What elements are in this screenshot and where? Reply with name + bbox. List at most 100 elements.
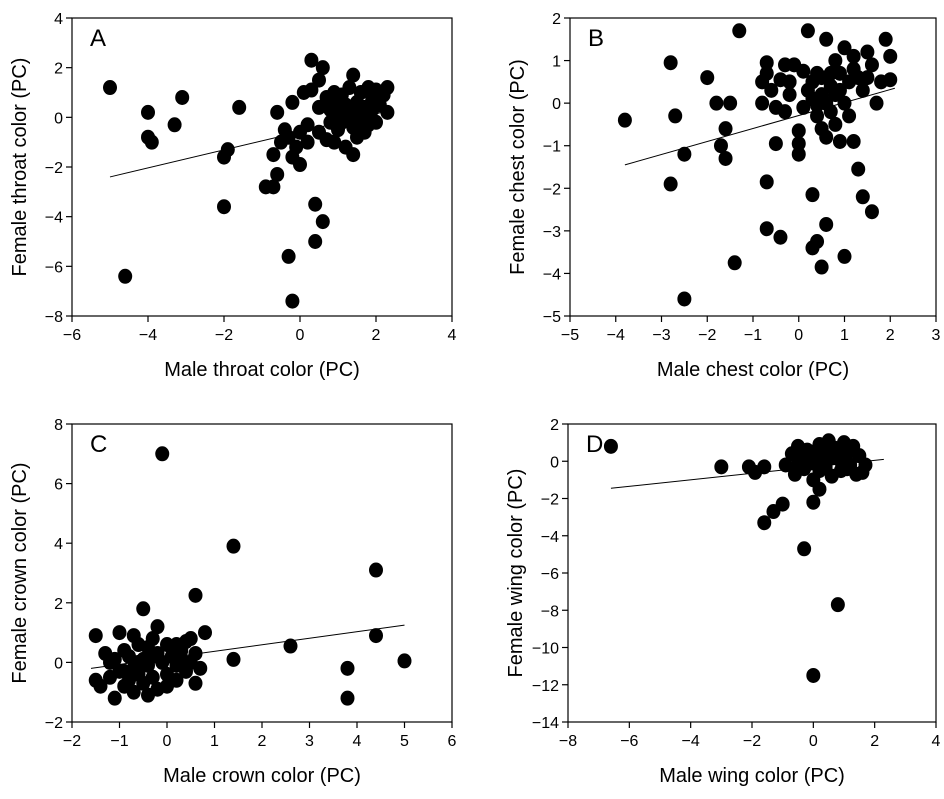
data-point [281, 248, 296, 264]
y-tick-label: −4 [543, 266, 561, 283]
data-point [878, 31, 893, 47]
x-tick-label: −3 [652, 327, 670, 344]
data-point [782, 87, 797, 103]
data-point [700, 70, 715, 86]
data-point [103, 80, 117, 96]
data-point [308, 234, 323, 249]
y-axis-title: Female wing color (PC) [505, 469, 527, 678]
data-point [718, 121, 733, 137]
data-point [842, 108, 857, 124]
data-point [266, 147, 281, 163]
data-point [285, 293, 300, 309]
x-tick-label: 4 [448, 327, 457, 344]
data-point [315, 60, 330, 76]
panel-d: −8 −6 −4 −2 0 2 4 −14 −12 −10 −8 −6 −4 −2 0 2 Male wing … [505, 417, 941, 787]
y-axis-title: Female chest color (PC) [507, 59, 529, 275]
data-point [828, 116, 843, 132]
data-point [136, 601, 151, 617]
data-point [791, 123, 806, 139]
data-point [131, 654, 146, 670]
data-point [103, 654, 117, 670]
data-point [369, 562, 383, 578]
x-tick-label: 6 [448, 733, 457, 750]
x-tick-label: −6 [63, 327, 81, 344]
data-point [855, 82, 870, 98]
data-point [283, 638, 298, 654]
data-point [812, 481, 827, 497]
data-point [188, 675, 203, 691]
x-tick-label: −1 [110, 733, 128, 750]
data-point [369, 114, 383, 130]
data-point [791, 146, 806, 162]
data-point [846, 48, 861, 64]
x-tick-label: 0 [809, 733, 818, 750]
data-point [126, 684, 141, 700]
y-axis-title: Female throat color (PC) [9, 58, 31, 277]
x-tick-label: −2 [63, 733, 81, 750]
panel-letter: C [90, 431, 107, 458]
data-point [281, 129, 296, 145]
x-tick-label: 2 [870, 733, 879, 750]
data-point [768, 136, 783, 152]
data-point [858, 457, 873, 473]
y-tick-label: −6 [541, 566, 559, 583]
data-point [312, 72, 326, 88]
data-point [175, 89, 190, 105]
y-tick-label: 8 [54, 417, 63, 434]
x-tick-label: 1 [210, 733, 219, 750]
x-tick-label: −5 [561, 327, 579, 344]
x-tick-label: 3 [932, 327, 941, 344]
data-point [300, 134, 315, 150]
y-tick-label: −10 [532, 641, 559, 658]
y-tick-label: −6 [45, 259, 63, 276]
data-point [342, 102, 357, 118]
data-point [340, 660, 355, 676]
data-point [819, 31, 834, 47]
data-point [315, 214, 330, 230]
y-tick-label: 6 [54, 477, 63, 494]
data-point [800, 23, 815, 39]
y-tick-label: 2 [54, 596, 63, 613]
data-point [145, 648, 160, 664]
data-point [107, 690, 122, 706]
y-tick-label: 0 [552, 96, 561, 113]
y-tick-label: −4 [45, 210, 63, 227]
data-point [814, 259, 829, 275]
y-tick-label: −12 [532, 678, 559, 695]
panel-b: −5 −4 −3 −2 −1 0 1 2 3 −5 −4 −3 −2 −1 0 1 2 Male chest co… [507, 11, 941, 381]
data-point [815, 446, 830, 462]
y-tick-label: −3 [543, 224, 561, 241]
data-point [663, 176, 678, 192]
data-point [380, 80, 395, 96]
data-point [851, 70, 866, 86]
x-tick-label: 2 [258, 733, 267, 750]
data-point [289, 139, 304, 155]
x-tick-label: 1 [840, 327, 849, 344]
x-axis-title: Male chest color (PC) [657, 359, 849, 381]
data-point [810, 234, 825, 249]
data-point [810, 108, 825, 124]
data-point [759, 55, 774, 71]
data-point [340, 690, 355, 706]
data-point [304, 82, 319, 98]
x-tick-label: 0 [163, 733, 172, 750]
data-point [796, 99, 811, 115]
data-point [369, 628, 383, 644]
data-point [169, 672, 184, 688]
data-point [232, 99, 247, 115]
data-point [308, 196, 323, 212]
data-point [837, 248, 852, 264]
data-point [846, 133, 861, 149]
data-point [167, 117, 182, 133]
data-point [714, 459, 729, 475]
data-point [150, 619, 165, 635]
data-point [759, 174, 774, 190]
data-point [220, 142, 235, 158]
x-tick-label: −4 [607, 327, 625, 344]
data-point [819, 216, 834, 232]
data-point [226, 538, 241, 554]
data-point [169, 637, 184, 653]
y-tick-label: 0 [54, 110, 63, 127]
data-point [117, 663, 132, 679]
x-axis-title: Male crown color (PC) [163, 765, 361, 787]
